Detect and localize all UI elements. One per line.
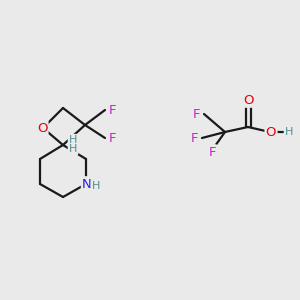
Text: F: F [208,146,216,158]
Text: H: H [285,127,293,137]
Text: F: F [108,131,116,145]
Text: H: H [69,144,77,154]
Text: O: O [266,125,276,139]
Text: F: F [108,103,116,116]
Text: F: F [191,131,199,145]
Text: O: O [37,122,47,134]
Text: H: H [69,135,77,145]
Text: N: N [82,178,92,190]
Text: H: H [92,181,100,191]
Text: F: F [193,107,201,121]
Text: O: O [243,94,253,106]
